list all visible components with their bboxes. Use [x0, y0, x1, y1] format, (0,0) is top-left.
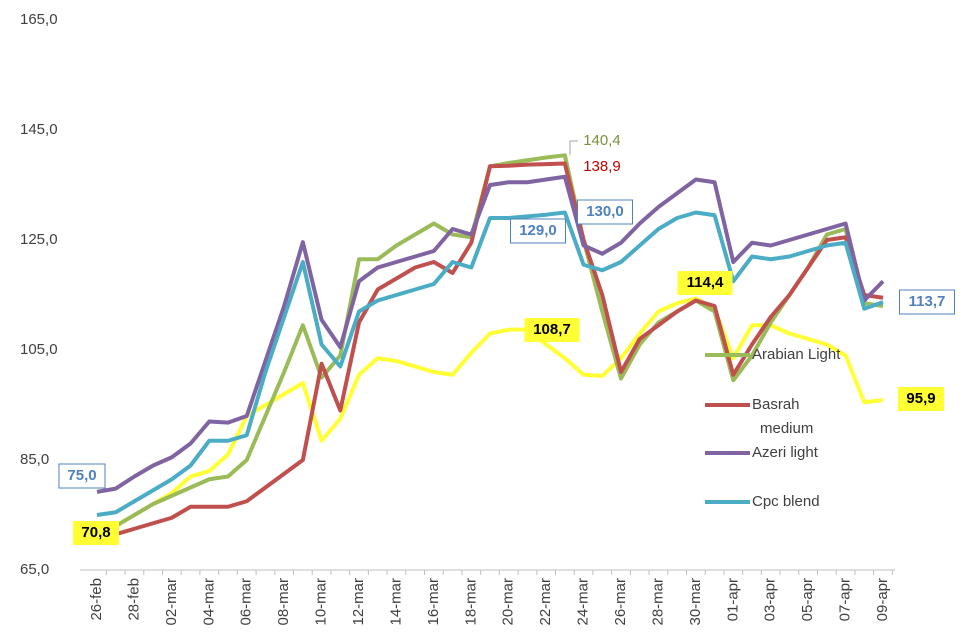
- series-line: [96, 161, 884, 541]
- data-label: 140,4: [583, 132, 621, 149]
- x-tick-label: 08-mar: [275, 578, 292, 626]
- series-line: [96, 153, 884, 534]
- data-label: 108,7: [533, 321, 571, 338]
- x-tick-label: 09-apr: [874, 578, 891, 621]
- y-tick-label: 65,0: [20, 561, 49, 578]
- data-label: 129,0: [519, 222, 557, 239]
- legend-label-line: Basrah: [752, 396, 800, 413]
- legend-label: Basrah medium: [752, 396, 813, 437]
- series-line: [96, 210, 884, 517]
- data-label-box: [510, 218, 566, 244]
- data-label-box: [899, 289, 955, 315]
- x-tick-label: 07-apr: [837, 578, 854, 621]
- data-label-box: [898, 387, 944, 411]
- data-label: 130,0: [586, 203, 624, 220]
- leader-line: [569, 140, 578, 155]
- x-tick-label: 02-mar: [163, 578, 180, 626]
- y-tick-label: 165,0: [20, 11, 58, 28]
- x-tick-label: 24-mar: [575, 578, 592, 626]
- x-tick-label: 18-mar: [462, 578, 479, 626]
- data-label: 75,0: [67, 467, 96, 484]
- y-tick-label: 125,0: [20, 231, 58, 248]
- data-label-box: [58, 463, 106, 489]
- x-tick-label: 28-mar: [649, 578, 666, 626]
- series-line: [96, 174, 885, 494]
- data-label-box: [577, 199, 633, 225]
- x-tick-label: 04-mar: [200, 578, 217, 626]
- y-tick-label: 105,0: [20, 341, 58, 358]
- data-label: 114,4: [687, 274, 724, 291]
- x-tick-label: 10-mar: [313, 578, 330, 626]
- legend-label: Cpc blend: [752, 493, 820, 510]
- data-label: 138,9: [583, 158, 621, 175]
- y-tick-label: 145,0: [20, 121, 58, 138]
- x-tick-label: 26-feb: [88, 578, 105, 621]
- x-tick-label: 22-mar: [537, 578, 554, 626]
- x-tick-label: 05-apr: [799, 578, 816, 621]
- data-label-box: [677, 271, 733, 295]
- x-tick-label: 01-apr: [724, 578, 741, 621]
- x-tick-label: 03-apr: [762, 578, 779, 621]
- x-tick-label: 28-feb: [125, 578, 142, 621]
- series-line: [95, 296, 884, 540]
- x-tick-label: 06-mar: [238, 578, 255, 626]
- data-label-box: [524, 318, 580, 342]
- data-label: 95,9: [906, 390, 935, 407]
- data-label: 113,7: [909, 293, 946, 310]
- data-label-box: [73, 521, 119, 545]
- x-tick-label: 12-mar: [350, 578, 367, 626]
- x-tick-label: 16-mar: [425, 578, 442, 626]
- legend-label-line: medium: [760, 420, 813, 437]
- x-tick-label: 14-mar: [387, 578, 404, 626]
- data-label: 70,8: [81, 524, 110, 541]
- x-tick-label: 20-mar: [500, 578, 517, 626]
- x-tick-label: 30-mar: [687, 578, 704, 626]
- legend-label: Azeri light: [752, 444, 819, 461]
- legend-label: Arabian Light: [752, 346, 841, 363]
- x-tick-label: 26-mar: [612, 578, 629, 626]
- y-tick-label: 85,0: [20, 451, 49, 468]
